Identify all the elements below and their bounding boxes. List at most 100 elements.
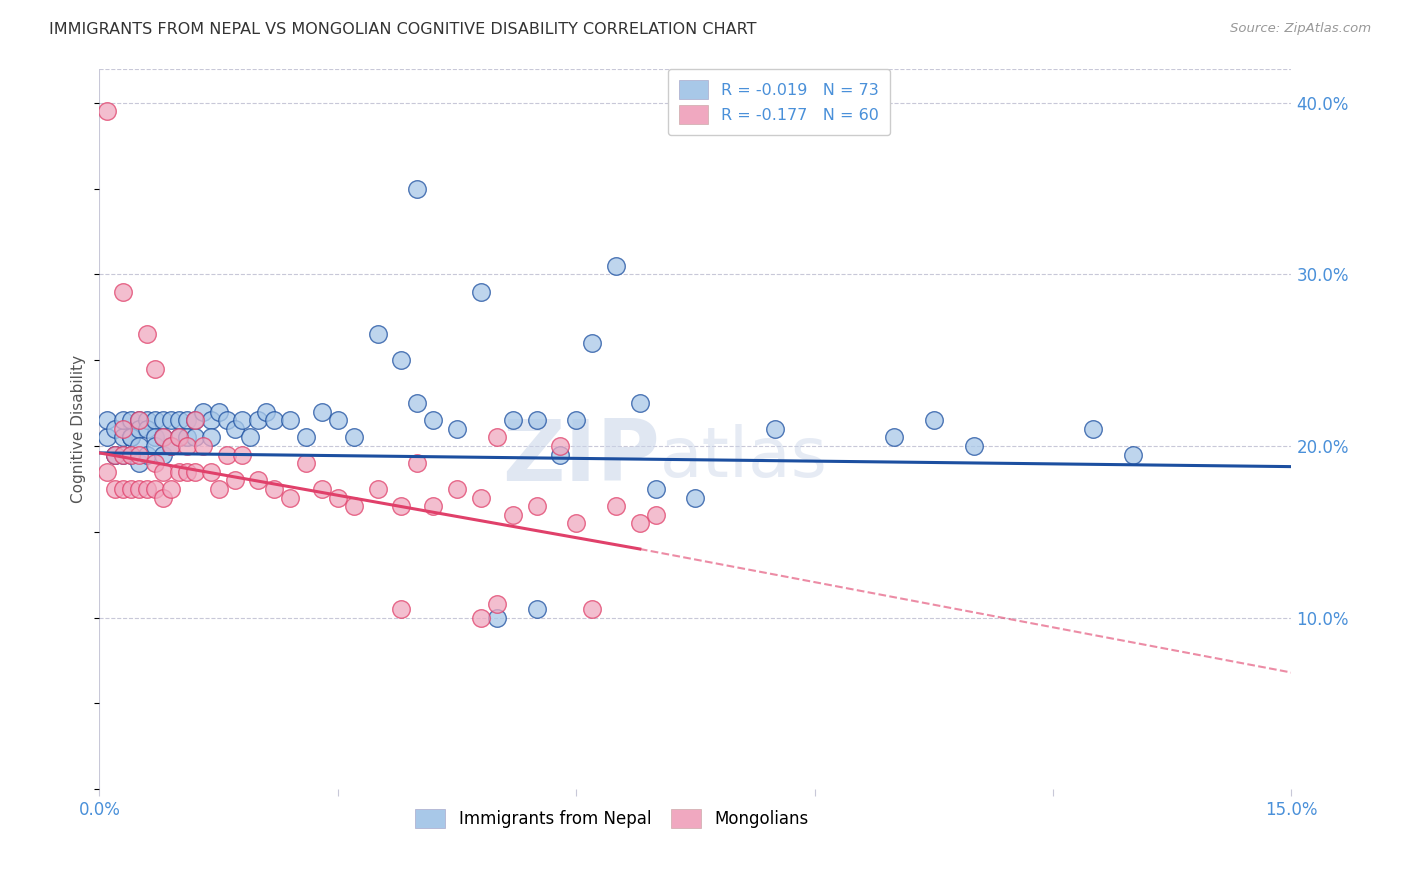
Point	[136, 413, 159, 427]
Point	[922, 413, 945, 427]
Point	[470, 491, 492, 505]
Point	[176, 439, 198, 453]
Point	[184, 413, 207, 427]
Point	[485, 430, 508, 444]
Point	[278, 413, 301, 427]
Point	[143, 482, 166, 496]
Text: ZIP: ZIP	[502, 417, 659, 500]
Point	[136, 422, 159, 436]
Point	[167, 465, 190, 479]
Legend: Immigrants from Nepal, Mongolians: Immigrants from Nepal, Mongolians	[409, 803, 815, 835]
Point	[605, 259, 627, 273]
Point	[208, 405, 231, 419]
Point	[406, 456, 429, 470]
Point	[143, 456, 166, 470]
Point	[391, 353, 413, 368]
Point	[184, 413, 207, 427]
Point	[104, 422, 127, 436]
Point	[96, 413, 118, 427]
Point	[422, 413, 444, 427]
Point	[104, 448, 127, 462]
Point	[160, 439, 183, 453]
Point	[128, 439, 150, 453]
Point	[295, 456, 318, 470]
Point	[208, 482, 231, 496]
Point	[763, 422, 786, 436]
Point	[120, 482, 142, 496]
Point	[112, 413, 135, 427]
Point	[152, 465, 174, 479]
Point	[581, 336, 603, 351]
Point	[128, 413, 150, 427]
Point	[112, 482, 135, 496]
Point	[231, 448, 253, 462]
Point	[247, 474, 270, 488]
Text: Source: ZipAtlas.com: Source: ZipAtlas.com	[1230, 22, 1371, 36]
Point	[96, 465, 118, 479]
Point	[167, 430, 190, 444]
Point	[311, 482, 333, 496]
Point	[1121, 448, 1143, 462]
Point	[485, 610, 508, 624]
Point	[550, 439, 572, 453]
Point	[343, 499, 366, 513]
Point	[644, 482, 666, 496]
Point	[160, 439, 183, 453]
Point	[446, 482, 468, 496]
Point	[231, 413, 253, 427]
Point	[605, 499, 627, 513]
Point	[422, 499, 444, 513]
Point	[406, 181, 429, 195]
Point	[200, 430, 222, 444]
Point	[136, 448, 159, 462]
Point	[526, 499, 548, 513]
Point	[120, 430, 142, 444]
Point	[160, 482, 183, 496]
Point	[184, 465, 207, 479]
Point	[136, 482, 159, 496]
Point	[565, 413, 588, 427]
Point	[96, 430, 118, 444]
Point	[502, 508, 524, 522]
Point	[644, 508, 666, 522]
Point	[191, 405, 214, 419]
Point	[104, 482, 127, 496]
Point	[120, 430, 142, 444]
Point	[152, 491, 174, 505]
Point	[200, 413, 222, 427]
Point	[96, 104, 118, 119]
Point	[120, 448, 142, 462]
Point	[526, 602, 548, 616]
Point	[391, 499, 413, 513]
Point	[326, 413, 349, 427]
Point	[191, 439, 214, 453]
Point	[143, 413, 166, 427]
Point	[550, 448, 572, 462]
Point	[239, 430, 262, 444]
Point	[176, 465, 198, 479]
Point	[143, 439, 166, 453]
Point	[278, 491, 301, 505]
Point	[112, 448, 135, 462]
Point	[143, 430, 166, 444]
Point	[120, 413, 142, 427]
Point	[485, 597, 508, 611]
Point	[104, 448, 127, 462]
Point	[295, 430, 318, 444]
Point	[1081, 422, 1104, 436]
Point	[263, 413, 285, 427]
Point	[326, 491, 349, 505]
Text: atlas: atlas	[659, 425, 828, 491]
Point	[224, 422, 246, 436]
Point	[565, 516, 588, 531]
Point	[112, 448, 135, 462]
Point	[128, 448, 150, 462]
Text: IMMIGRANTS FROM NEPAL VS MONGOLIAN COGNITIVE DISABILITY CORRELATION CHART: IMMIGRANTS FROM NEPAL VS MONGOLIAN COGNI…	[49, 22, 756, 37]
Point	[128, 422, 150, 436]
Point	[104, 448, 127, 462]
Point	[128, 413, 150, 427]
Point	[343, 430, 366, 444]
Point	[112, 430, 135, 444]
Point	[446, 422, 468, 436]
Y-axis label: Cognitive Disability: Cognitive Disability	[72, 355, 86, 503]
